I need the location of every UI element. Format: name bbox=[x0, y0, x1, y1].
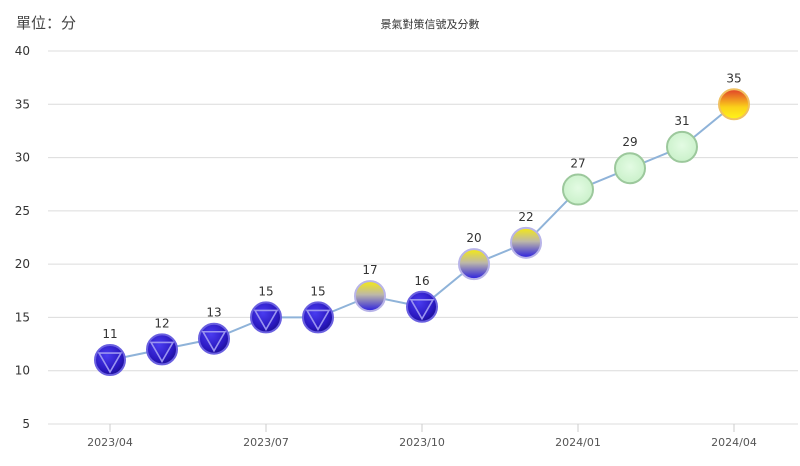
down-triangle-icon bbox=[97, 352, 123, 374]
x-axis-ticks: 2023/04 2023/07 2023/10 2024/01 2024/04 bbox=[87, 424, 757, 449]
signal-marker-blue[interactable] bbox=[94, 344, 126, 377]
unit-label: 單位：分 bbox=[16, 14, 77, 32]
x-tick-label: 2023/04 bbox=[87, 436, 133, 449]
chart-title: 景氣對策信號及分數 bbox=[380, 18, 480, 31]
x-tick-label: 2024/01 bbox=[555, 436, 601, 449]
data-value-label: 22 bbox=[518, 210, 533, 224]
down-triangle-icon bbox=[305, 309, 331, 332]
y-tick-label: 35 bbox=[15, 97, 30, 111]
signal-marker-blue[interactable] bbox=[146, 333, 178, 366]
down-triangle-icon bbox=[149, 341, 175, 363]
y-tick-label: 5 bbox=[22, 417, 30, 431]
data-value-label: 16 bbox=[414, 274, 429, 288]
x-tick-label: 2023/10 bbox=[399, 436, 445, 449]
signal-marker-green[interactable] bbox=[666, 130, 698, 163]
y-tick-label: 10 bbox=[15, 364, 30, 378]
y-tick-label: 30 bbox=[15, 151, 30, 165]
down-triangle-icon bbox=[409, 298, 435, 321]
signal-marker-blue[interactable] bbox=[250, 301, 282, 334]
data-value-label: 13 bbox=[206, 306, 221, 320]
down-triangle-icon bbox=[253, 309, 279, 332]
x-tick-label: 2024/04 bbox=[711, 436, 757, 449]
data-value-label: 20 bbox=[466, 231, 481, 245]
signal-marker-blue[interactable] bbox=[406, 290, 438, 323]
signal-marker-blue[interactable] bbox=[302, 301, 334, 334]
x-tick-label: 2023/07 bbox=[243, 436, 289, 449]
data-value-label: 27 bbox=[570, 157, 585, 171]
data-value-label: 35 bbox=[726, 71, 741, 85]
data-value-label: 29 bbox=[622, 135, 637, 149]
y-tick-label: 25 bbox=[15, 204, 30, 218]
signal-marker-yellow-blue[interactable] bbox=[510, 226, 542, 259]
data-value-label: 31 bbox=[674, 114, 689, 128]
data-value-label: 15 bbox=[310, 284, 325, 298]
signal-marker-yellow-blue[interactable] bbox=[354, 280, 386, 313]
data-value-label: 17 bbox=[362, 263, 377, 277]
y-tick-label: 15 bbox=[15, 310, 30, 324]
signal-marker-blue[interactable] bbox=[198, 322, 230, 355]
signal-marker-yellow-red[interactable] bbox=[718, 88, 750, 121]
y-tick-label: 40 bbox=[15, 44, 30, 58]
signal-marker-yellow-blue[interactable] bbox=[458, 248, 490, 281]
signal-marker-green[interactable] bbox=[614, 152, 646, 185]
y-axis-ticks: 5 10 15 20 25 30 35 40 bbox=[15, 44, 30, 431]
grid-lines bbox=[48, 50, 798, 425]
data-value-label: 12 bbox=[154, 316, 169, 330]
y-tick-label: 20 bbox=[15, 257, 30, 271]
data-labels: 11 12 13 15 15 17 16 20 22 27 29 31 35 bbox=[102, 71, 741, 341]
data-value-label: 15 bbox=[258, 284, 273, 298]
down-triangle-icon bbox=[201, 330, 227, 353]
signal-markers bbox=[94, 88, 750, 377]
signal-marker-green[interactable] bbox=[562, 173, 594, 206]
data-value-label: 11 bbox=[102, 327, 117, 341]
